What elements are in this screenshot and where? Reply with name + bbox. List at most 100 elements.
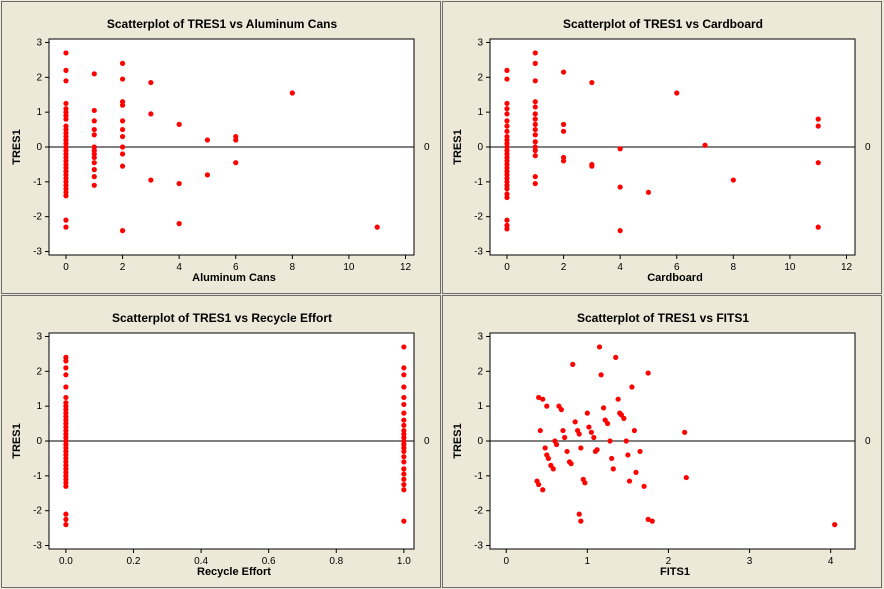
data-point [204,172,211,178]
y-axis-label: TRES1 [452,129,464,164]
y-tick-label: -2 [33,212,42,223]
data-point [401,410,407,416]
data-point [584,410,590,416]
y-tick-label: 2 [477,72,483,83]
data-point [536,394,542,401]
data-point [91,107,97,114]
data-point [63,384,69,390]
data-point [540,396,546,402]
data-point [572,419,578,425]
y-tick-label: 1 [477,107,483,118]
data-point [641,483,647,489]
data-point [553,441,560,448]
y-tick-label: 3 [36,37,42,48]
x-tick-label: 8 [290,262,296,273]
data-point [401,471,407,477]
data-point [596,344,603,350]
data-point [504,226,510,232]
x-tick-label: 12 [841,262,853,273]
x-tick-label: 1 [585,556,591,567]
data-point [374,224,380,230]
y-tick-label: -3 [33,541,42,552]
data-point [544,403,550,409]
data-point [91,182,97,188]
data-point [625,452,631,458]
y-tick-label: -2 [33,506,42,517]
data-point [605,420,611,427]
data-point [91,154,97,161]
y-tick-label: -1 [33,471,42,482]
data-point [91,118,97,124]
y-tick-label: -1 [474,471,483,482]
x-axis-label: Recycle Effort [197,566,271,578]
data-point [532,104,538,110]
data-point [633,469,639,475]
x-tick-label: 4 [617,262,623,273]
y-axis-label: TRES1 [11,129,23,164]
reference-line-label: 0 [865,436,871,447]
data-point [682,429,688,435]
data-point [702,142,708,148]
x-tick-label: 0.6 [262,556,276,567]
data-point [233,137,239,143]
data-point [545,455,551,462]
data-point [649,518,655,524]
x-tick-label: 0 [503,556,509,567]
data-point [401,365,407,371]
data-point [560,128,567,134]
data-point [119,102,126,108]
data-point [589,79,595,86]
chart-title: Scatterplot of TRES1 vs Cardboard [563,17,763,31]
y-tick-label: -3 [474,247,483,258]
data-point [119,76,126,82]
data-point [401,487,407,493]
y-tick-label: 2 [36,366,42,377]
data-point [815,224,821,230]
data-point [148,177,154,183]
reference-line-label: 0 [424,142,430,153]
data-point [63,365,69,371]
x-tick-label: 4 [828,556,834,567]
data-point [568,461,574,467]
data-point [91,71,97,77]
data-point [91,160,97,166]
x-tick-label: 1.0 [397,556,411,567]
data-point [532,60,538,66]
data-point [401,476,407,482]
data-point [401,518,407,524]
data-point [63,522,69,528]
y-tick-label: 2 [36,72,42,83]
x-tick-label: 2 [666,556,672,567]
data-point [401,384,407,390]
data-point [645,370,651,376]
data-point [504,67,510,73]
y-tick-label: -1 [474,177,483,188]
y-tick-label: 1 [36,107,42,118]
data-point [621,415,627,421]
data-point [504,217,510,223]
data-point [645,516,651,522]
data-point [550,466,556,472]
data-point [617,184,623,190]
data-point [532,78,538,84]
data-point [401,372,407,378]
x-tick-label: 0 [504,262,510,273]
y-tick-label: -3 [474,541,483,552]
data-point [578,518,584,524]
data-point [815,123,821,129]
chart-title: Scatterplot of TRES1 vs Recycle Effort [112,311,332,325]
x-tick-label: 6 [674,262,680,273]
data-point [815,160,821,166]
x-axis-label: FITS1 [660,566,690,578]
x-tick-label: 0.0 [59,556,73,567]
chart-title: Scatterplot of TRES1 vs FITS1 [577,311,749,325]
data-point [401,344,407,350]
y-tick-label: -2 [474,506,483,517]
x-tick-label: 12 [400,262,412,273]
data-point [532,153,538,159]
data-point [578,445,584,451]
x-tick-label: 0 [63,262,69,273]
data-point [626,478,633,484]
data-point [63,358,69,364]
data-point [119,133,126,140]
